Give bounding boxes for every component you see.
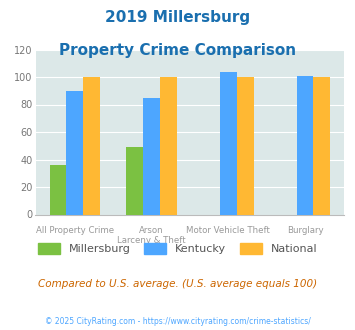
Bar [237,77,253,214]
Text: 2019 Millersburg: 2019 Millersburg [105,10,250,25]
Bar [50,165,66,214]
Text: Property Crime Comparison: Property Crime Comparison [59,43,296,58]
Legend: Millersburg, Kentucky, National: Millersburg, Kentucky, National [33,238,322,258]
Text: All Property Crime: All Property Crime [36,226,114,235]
Bar [313,77,330,214]
Text: Arson
Larceny & Theft: Arson Larceny & Theft [117,226,186,245]
Text: © 2025 CityRating.com - https://www.cityrating.com/crime-statistics/: © 2025 CityRating.com - https://www.city… [45,317,310,326]
Text: Compared to U.S. average. (U.S. average equals 100): Compared to U.S. average. (U.S. average … [38,279,317,289]
Bar [126,147,143,214]
Text: Burglary: Burglary [287,226,323,235]
Bar [66,91,83,214]
Text: Motor Vehicle Theft: Motor Vehicle Theft [186,226,270,235]
Bar [160,77,177,214]
Bar [220,72,237,214]
Bar [143,98,160,214]
Bar [296,76,313,214]
Bar [83,77,100,214]
